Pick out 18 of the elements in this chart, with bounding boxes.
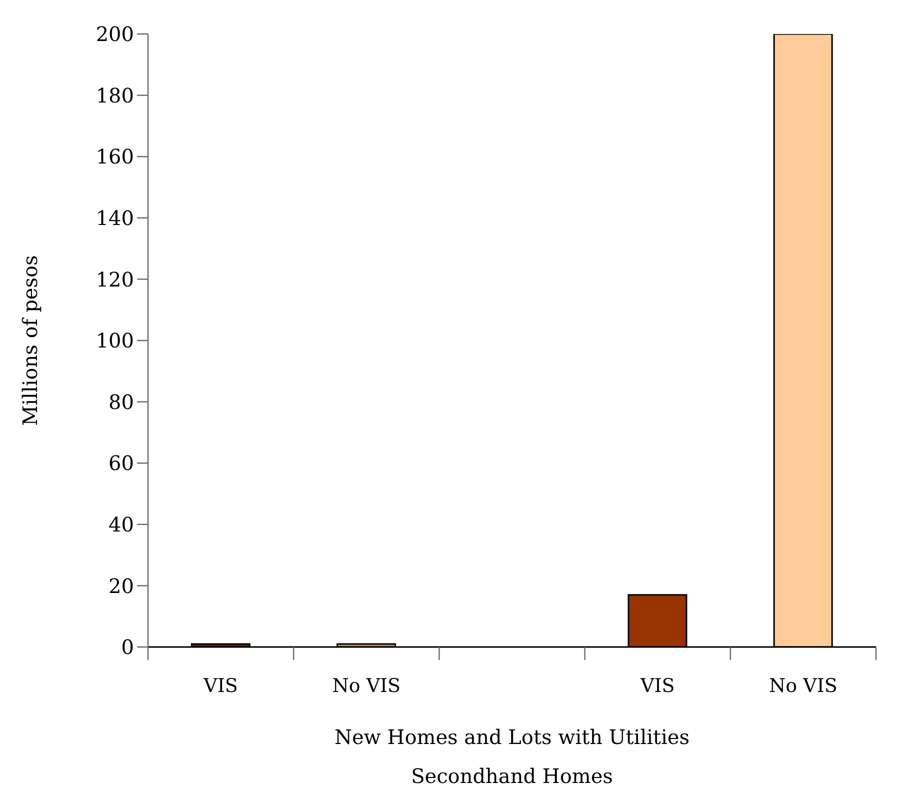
x-axis-title: New Homes and Lots with Utilities bbox=[334, 725, 690, 749]
x-tick-label: No VIS bbox=[769, 675, 838, 697]
y-tick-label: 120 bbox=[96, 267, 134, 292]
y-tick-label: 60 bbox=[108, 451, 134, 476]
y-tick-label: 0 bbox=[121, 635, 134, 660]
y-tick-label: 200 bbox=[96, 22, 134, 46]
x-tick-label: VIS bbox=[639, 675, 675, 697]
y-tick-label: 180 bbox=[96, 83, 134, 108]
y-tick-label: 40 bbox=[108, 512, 134, 536]
y-tick-label: 20 bbox=[108, 574, 134, 598]
y-tick-label: 80 bbox=[108, 390, 134, 414]
y-axis-title: Millions of pesos bbox=[18, 255, 42, 426]
y-tick-label: 100 bbox=[96, 328, 134, 353]
x-tick-label: No VIS bbox=[332, 675, 401, 697]
text: Secondhand Homes bbox=[411, 764, 613, 788]
y-tick-label: 140 bbox=[96, 206, 134, 230]
y-tick-label: 160 bbox=[96, 144, 134, 169]
x-tick-label: VIS bbox=[202, 675, 238, 697]
